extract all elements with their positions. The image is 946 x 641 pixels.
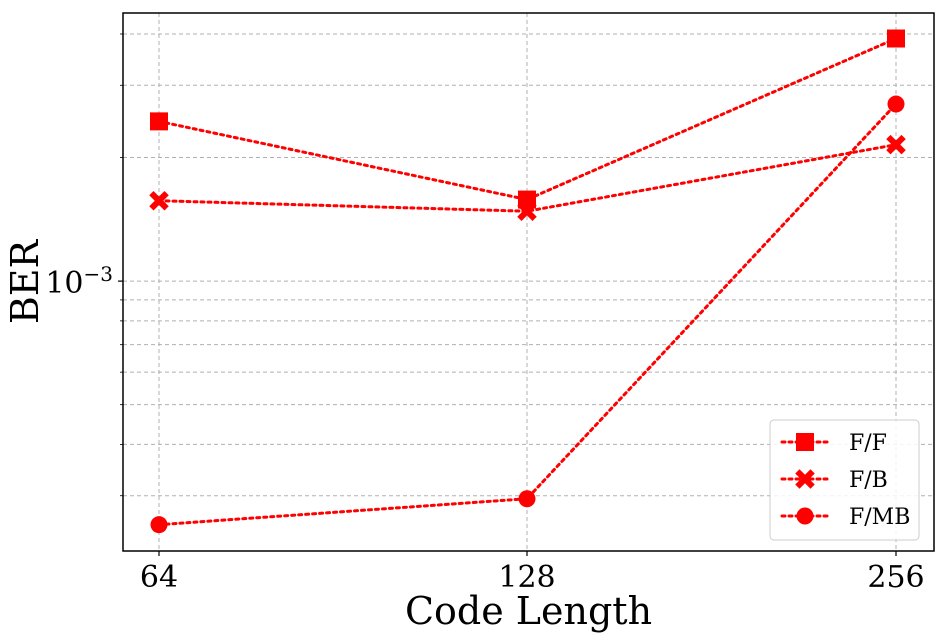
series-f-b <box>149 134 906 221</box>
y-tick-base: 10 <box>45 266 83 301</box>
x-tick-label: 64 <box>140 560 178 595</box>
legend-marker-f-b <box>795 469 815 489</box>
legend-item-f-mb: F/MB <box>780 505 910 530</box>
data-point-f-f <box>887 29 905 48</box>
x-marker-stroke <box>149 190 169 211</box>
data-point-f-mb <box>887 95 905 113</box>
legend-marker-f-mb <box>796 507 814 525</box>
x-tick-label: 128 <box>498 560 555 595</box>
legend-label-f-f: F/F <box>849 431 887 456</box>
legend-label-f-b: F/B <box>849 468 888 493</box>
x-axis-label: Code Length <box>405 589 652 633</box>
y-tick-exponent: −3 <box>84 262 113 286</box>
legend-label-f-mb: F/MB <box>849 505 910 530</box>
data-point-f-mb <box>518 490 536 508</box>
plot-frame <box>122 12 935 552</box>
x-marker-stroke <box>795 469 815 489</box>
series-line-f-mb <box>157 102 898 527</box>
svg-text:10−3: 10−3 <box>45 262 113 301</box>
ticks-layer: 64 128 256 <box>118 33 925 595</box>
x-marker-stroke <box>517 201 537 221</box>
data-point-f-b <box>149 190 169 211</box>
legend-item-f-f: F/F <box>780 431 887 456</box>
data-point-f-b <box>517 201 537 221</box>
y-axis-label: BER <box>3 238 47 324</box>
series-f-mb <box>150 95 905 534</box>
data-point-f-f <box>150 112 168 131</box>
legend: F/F F/B F/MB <box>769 419 920 541</box>
x-tick-label: 256 <box>867 560 924 595</box>
legend-item-f-b: F/B <box>780 468 888 493</box>
x-marker-stroke <box>886 134 906 155</box>
legend-marker-f-f <box>796 433 814 451</box>
data-point-f-b <box>886 134 906 155</box>
y-tick-label: 10−3 <box>45 262 113 301</box>
series-line-f-f <box>157 37 898 202</box>
data-point-f-mb <box>150 516 168 534</box>
series-layer <box>149 29 906 534</box>
